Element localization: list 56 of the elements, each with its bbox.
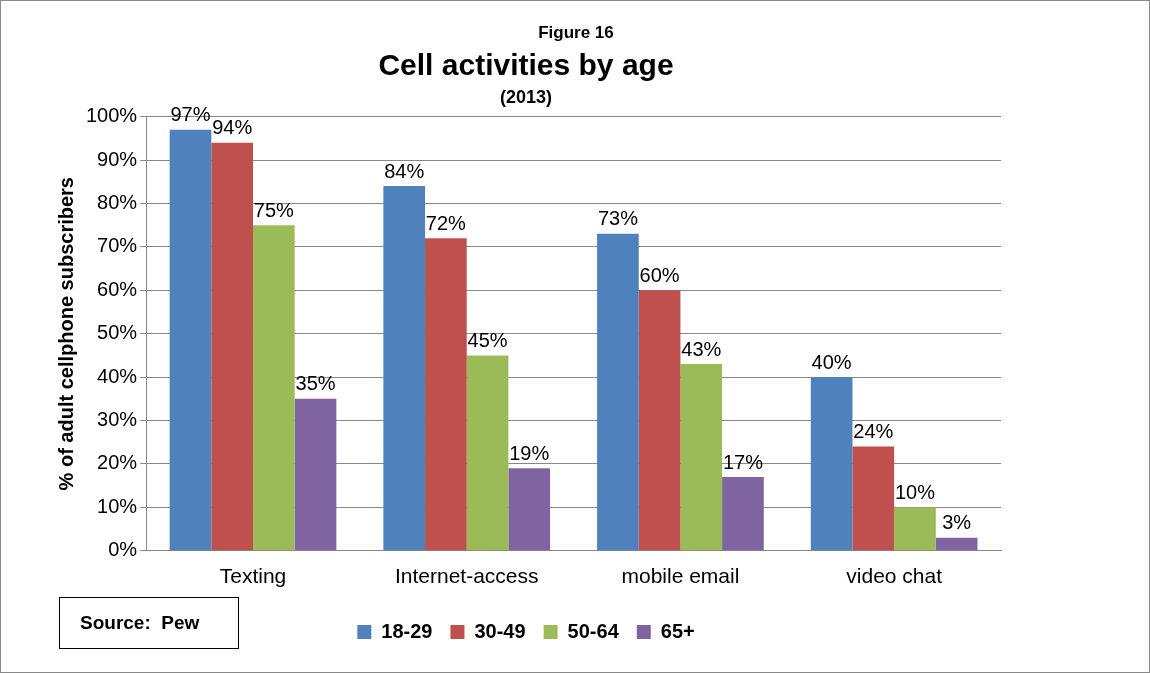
caption: Figure 16	[537, 23, 615, 43]
bar	[508, 468, 551, 551]
bar	[294, 398, 337, 551]
bar	[211, 142, 254, 551]
y-tick-label: 0%	[108, 538, 138, 561]
data-label: 60%	[639, 263, 680, 286]
legend-label: 30-49	[474, 619, 526, 642]
legend-label: 65+	[660, 619, 695, 642]
data-label: 17%	[722, 450, 764, 473]
bar	[425, 238, 467, 551]
data-label: 10%	[894, 480, 936, 503]
y-tick-label: 60%	[97, 277, 138, 300]
data-label: 72%	[425, 211, 467, 234]
x-tick-label: Internet-access	[394, 564, 539, 588]
data-label: 84%	[384, 159, 425, 182]
data-label: 94%	[212, 116, 253, 139]
data-label: 19%	[509, 441, 550, 464]
source-note: Source: Pew	[59, 597, 239, 649]
data-label: 40%	[811, 350, 852, 373]
y-tick-label: 10%	[97, 494, 138, 517]
bar	[466, 355, 509, 551]
bar	[852, 446, 895, 551]
y-tick-label: 40%	[97, 364, 138, 387]
data-label: 73%	[597, 207, 639, 230]
bar	[638, 290, 681, 551]
x-tick-label: mobile email	[621, 564, 740, 588]
y-tick-label: 70%	[97, 234, 138, 257]
data-label: 43%	[681, 337, 722, 360]
y-axis-title: % of adult cellphone subscribers	[54, 177, 77, 491]
x-tick-label: Texting	[219, 564, 287, 588]
data-label: 24%	[853, 420, 894, 443]
bar	[597, 233, 639, 551]
bar	[680, 364, 723, 551]
y-tick-label: 80%	[97, 190, 138, 213]
data-label: 97%	[170, 103, 211, 126]
data-label: 75%	[253, 198, 295, 221]
y-tick-label: 30%	[97, 408, 138, 431]
x-tick-label: video chat	[846, 564, 943, 588]
legend-label: 18-29	[381, 619, 433, 642]
bar	[383, 186, 426, 551]
y-tick-label: 20%	[97, 451, 138, 474]
y-tick-label: 100%	[86, 104, 138, 127]
bar	[810, 377, 853, 551]
bar	[894, 507, 936, 551]
bar	[722, 476, 764, 551]
data-label: 45%	[467, 328, 508, 351]
y-tick-label: 90%	[97, 147, 138, 170]
data-label: 3%	[942, 511, 972, 534]
data-label: 35%	[295, 372, 336, 395]
bar	[253, 225, 295, 551]
bar	[935, 537, 978, 551]
bar	[169, 129, 212, 551]
y-tick-label: 50%	[97, 321, 138, 344]
legend-label: 50-64	[567, 619, 620, 642]
chart-subtitle: (2013)	[499, 86, 553, 107]
chart-title: Cell activities by age	[378, 48, 674, 82]
